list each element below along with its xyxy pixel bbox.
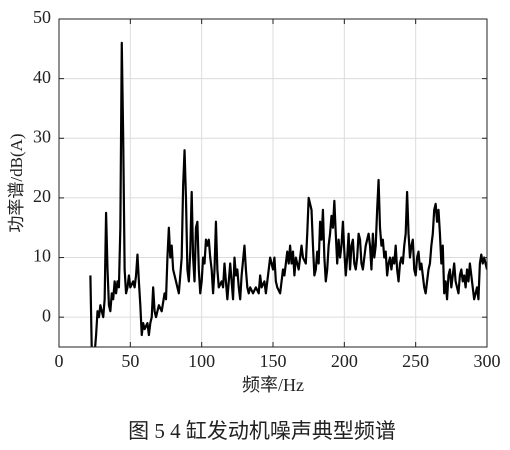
y-tick-label: 20: [33, 186, 51, 206]
x-tick-label: 300: [474, 351, 501, 371]
y-tick-label: 10: [33, 246, 51, 266]
y-tick-label: 40: [33, 67, 51, 87]
x-tick-label: 50: [121, 351, 139, 371]
y-tick-label: 0: [42, 305, 51, 325]
y-axis-label: 功率谱/dB(A): [7, 133, 26, 232]
x-tick-label: 250: [402, 351, 429, 371]
x-tick-label: 100: [188, 351, 215, 371]
x-axis-label: 频率/Hz: [242, 375, 304, 395]
x-tick-label: 150: [260, 351, 287, 371]
y-tick-label: 50: [33, 7, 51, 27]
plot-area: [89, 41, 487, 347]
x-tick-label: 200: [331, 351, 358, 371]
y-tick-label: 30: [33, 126, 51, 146]
caption: 图 5 4 缸发动机噪声典型频谱: [128, 419, 396, 443]
data-line: [89, 41, 487, 347]
x-tick-label: 0: [55, 351, 64, 371]
